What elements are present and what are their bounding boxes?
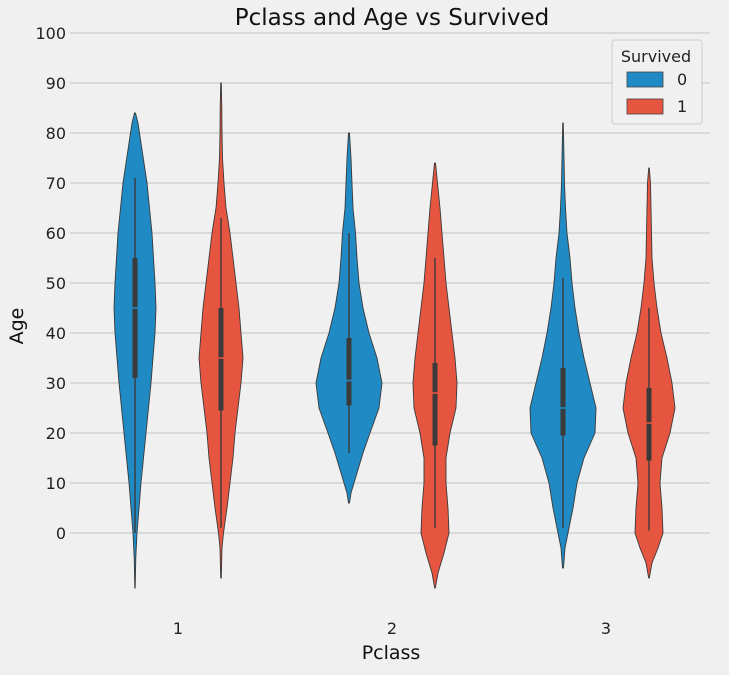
- y-tick-label: 30: [46, 374, 66, 393]
- y-tick-label: 80: [46, 124, 66, 143]
- violin-iqr-box: [218, 308, 224, 411]
- legend-swatch-1: [626, 98, 664, 115]
- violin-iqr-box: [346, 338, 352, 406]
- legend-label-1: 1: [677, 97, 687, 116]
- violin-iqr-box: [432, 363, 438, 446]
- violin-iqr-box: [132, 258, 138, 378]
- y-tick-label: 40: [46, 324, 66, 343]
- y-tick-label: 20: [46, 424, 66, 443]
- y-tick-label: 100: [35, 24, 66, 43]
- violin-iqr-box: [646, 388, 652, 461]
- y-axis-label: Age: [6, 308, 28, 345]
- y-tick-label: 90: [46, 74, 66, 93]
- x-tick-labels: 1 2 3: [173, 619, 611, 638]
- legend-label-0: 0: [677, 70, 687, 89]
- y-tick-label: 70: [46, 174, 66, 193]
- violin-iqr-box: [560, 368, 566, 436]
- x-axis-label: Pclass: [362, 642, 421, 664]
- legend: Survived 0 1: [611, 39, 703, 125]
- legend-title: Survived: [621, 47, 691, 66]
- y-tick-label: 50: [46, 274, 66, 293]
- x-tick-label: 1: [173, 619, 183, 638]
- y-tick-label: 0: [56, 524, 66, 543]
- x-tick-label: 3: [601, 619, 611, 638]
- y-tick-label: 10: [46, 474, 66, 493]
- chart-title: Pclass and Age vs Survived: [235, 5, 550, 31]
- legend-swatch-0: [626, 71, 664, 88]
- x-tick-label: 2: [387, 619, 397, 638]
- y-tick-labels: 0 10 20 30 40 50 60 70 80 90 100: [35, 24, 66, 543]
- violin-layer: [113, 82, 676, 589]
- grid-lines: [70, 32, 710, 534]
- y-tick-label: 60: [46, 224, 66, 243]
